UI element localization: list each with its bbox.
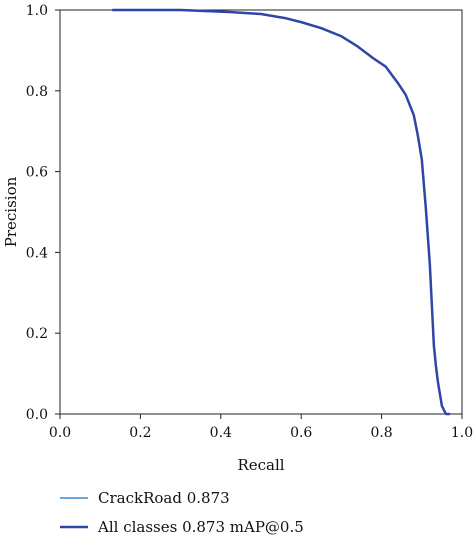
y-axis-ticks: 0.0 0.2 0.4 0.6 0.8 1.0	[26, 3, 60, 423]
x-tick-label: 0.8	[370, 425, 392, 441]
legend: CrackRoad 0.873 All classes 0.873 mAP@0.5	[60, 489, 304, 536]
plot-border	[59, 9, 463, 415]
x-tick-label: 0.0	[49, 425, 71, 441]
y-tick-label: 0.0	[26, 407, 48, 423]
x-tick-label: 0.4	[210, 425, 232, 441]
y-tick-label: 0.2	[26, 326, 48, 342]
plot-frame	[59, 9, 463, 415]
x-axis-label: Recall	[237, 456, 284, 474]
y-tick-label: 0.6	[26, 165, 48, 181]
legend-label: All classes 0.873 mAP@0.5	[97, 518, 304, 536]
y-axis-label: Precision	[2, 176, 20, 247]
y-tick-label: 1.0	[26, 3, 48, 19]
x-axis-ticks: 0.0 0.2 0.4 0.6 0.8 1.0	[49, 414, 473, 441]
series-line-2	[112, 8, 450, 416]
legend-label: CrackRoad 0.873	[98, 489, 230, 507]
x-tick-label: 0.2	[129, 425, 151, 441]
y-tick-label: 0.4	[26, 245, 48, 261]
x-tick-label: 1.0	[451, 425, 473, 441]
y-tick-label: 0.8	[26, 84, 48, 100]
series-layer	[112, 8, 450, 416]
series-line-1	[112, 9, 450, 415]
x-tick-label: 0.6	[290, 425, 312, 441]
